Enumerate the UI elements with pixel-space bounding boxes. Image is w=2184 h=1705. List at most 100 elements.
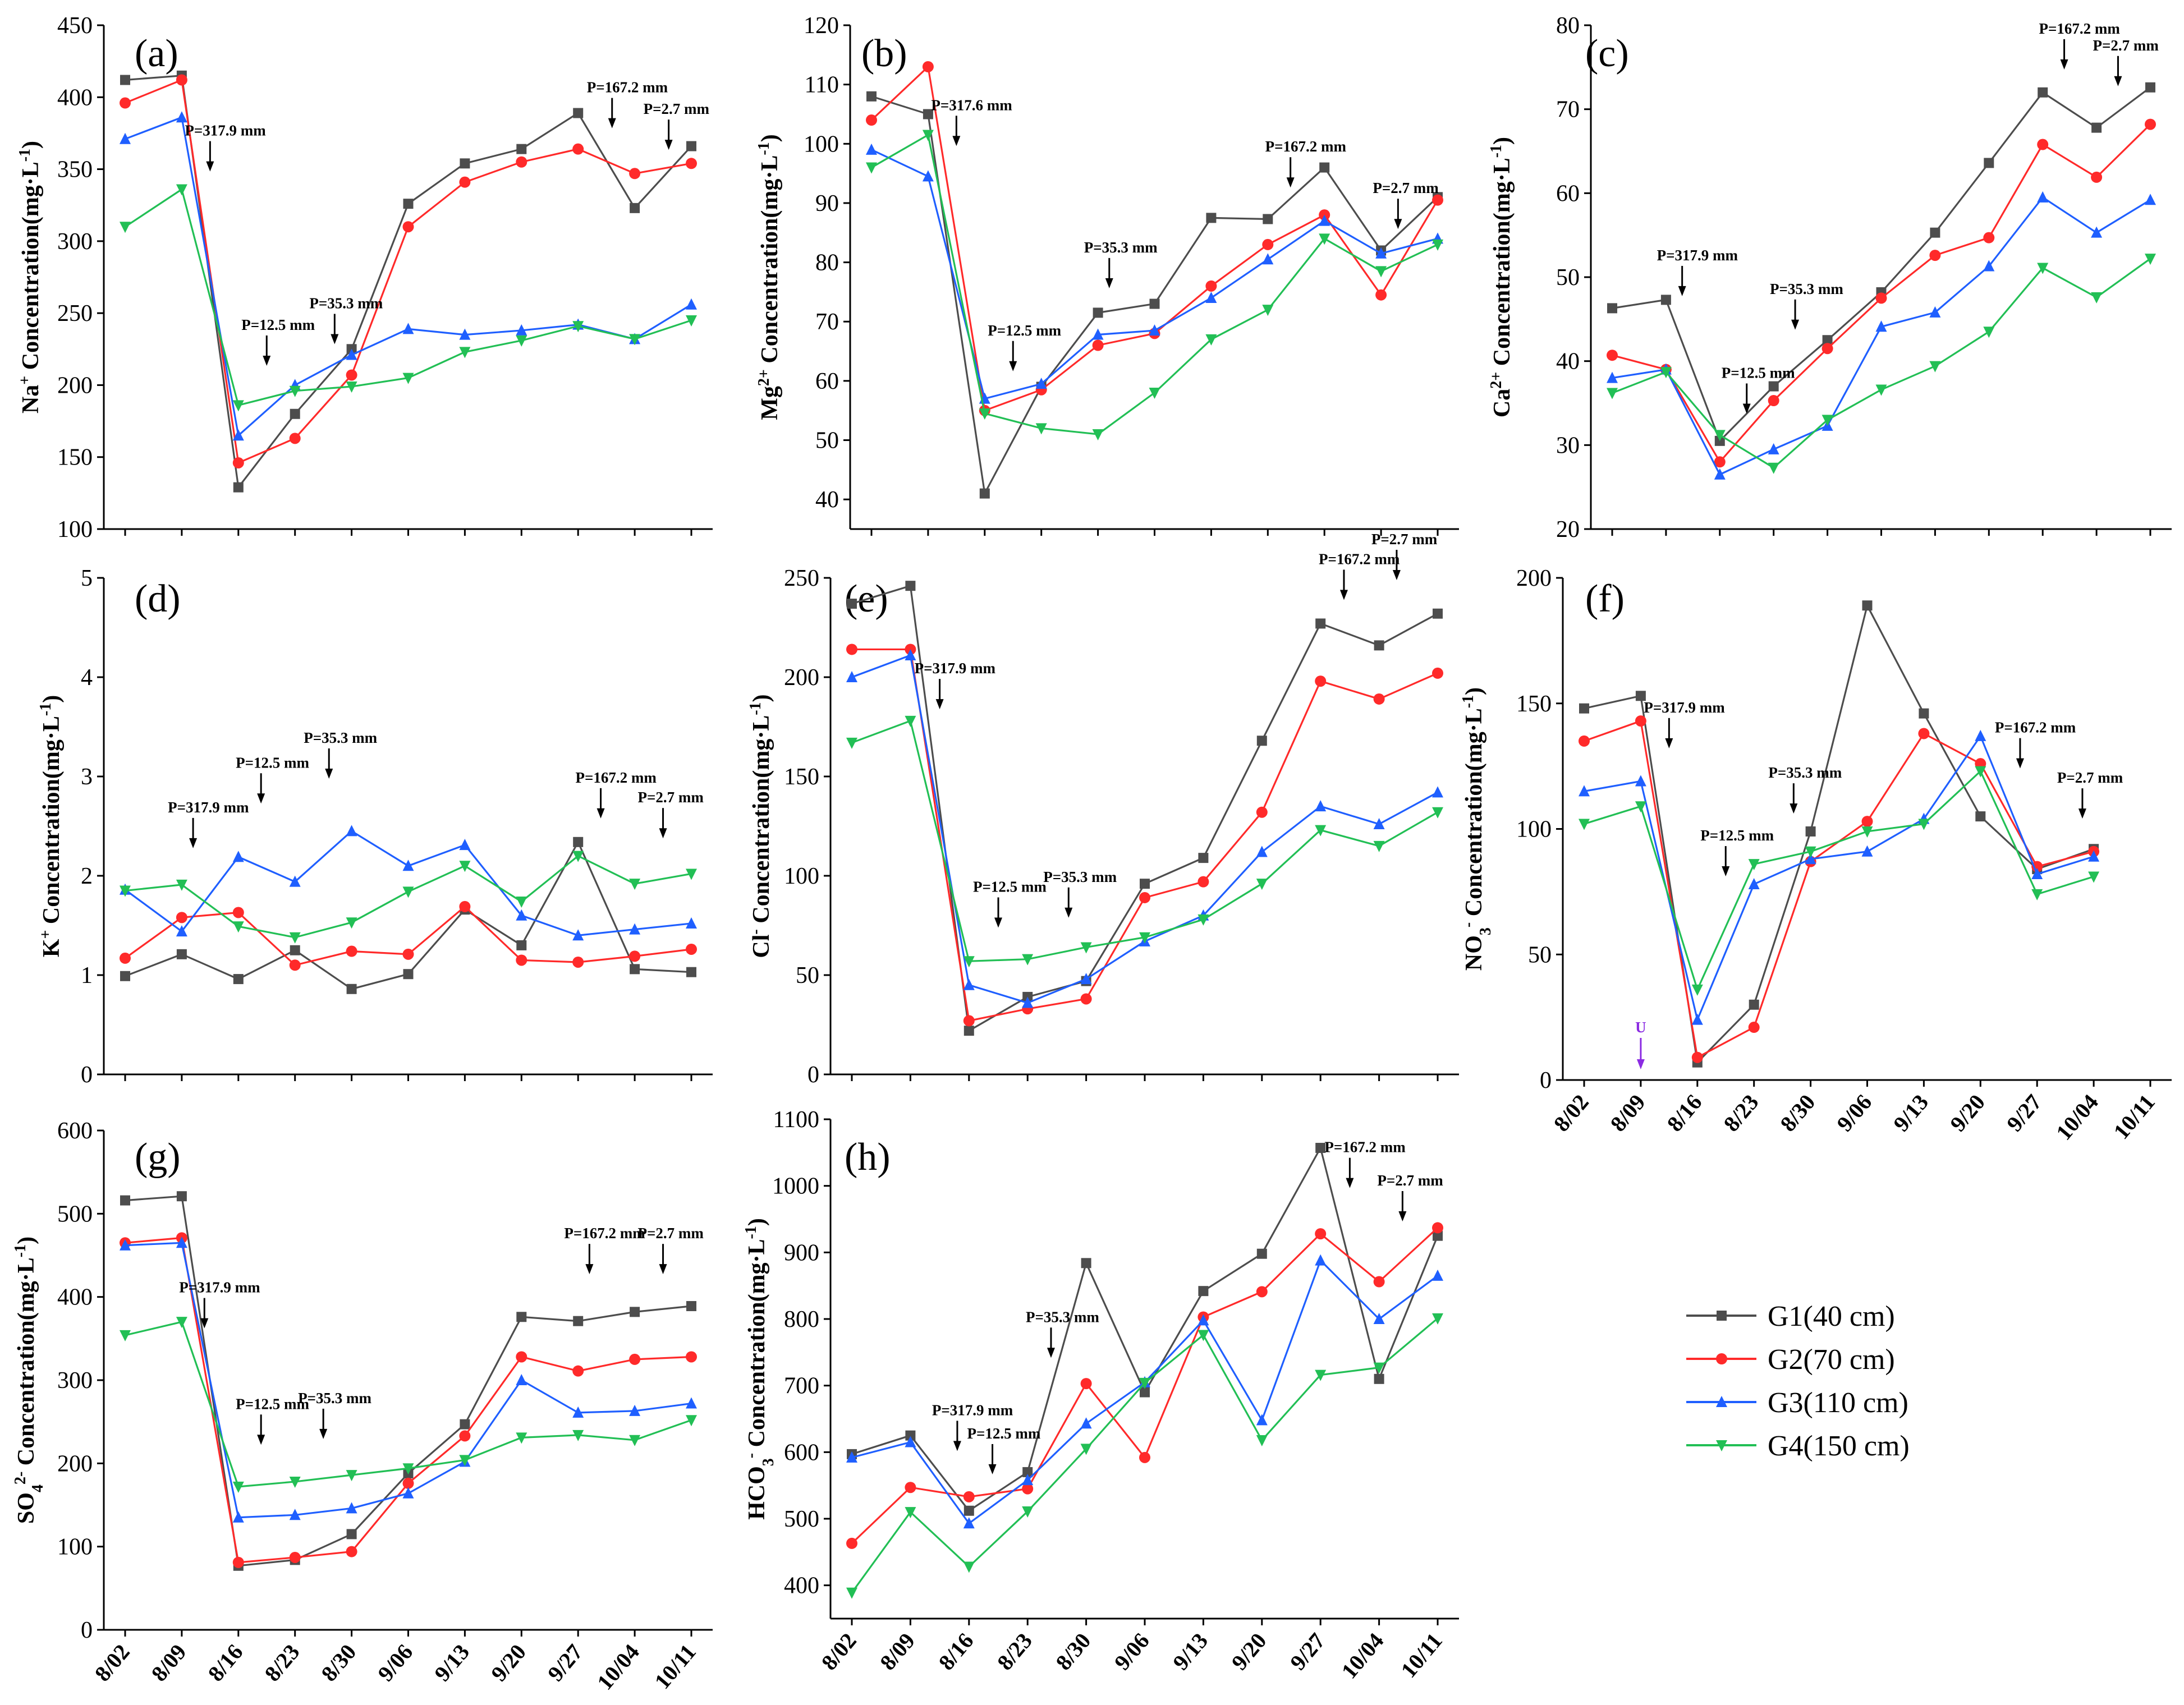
legend-marker-G3 bbox=[1716, 1396, 1727, 1407]
data-point-G4 bbox=[176, 184, 187, 196]
data-point-G1 bbox=[1022, 1467, 1033, 1477]
data-point-G4 bbox=[1256, 1435, 1268, 1446]
data-point-G2 bbox=[686, 158, 697, 169]
data-point-G2 bbox=[2145, 118, 2156, 130]
y-tick-label: 120 bbox=[804, 13, 839, 39]
data-point-G3 bbox=[686, 298, 697, 310]
series-line-G1 bbox=[1584, 603, 2094, 1065]
rain-arrow-head bbox=[1346, 1178, 1354, 1188]
y-tick-label: 300 bbox=[57, 229, 93, 255]
data-point-G4 bbox=[846, 737, 857, 749]
data-point-G2 bbox=[232, 907, 244, 918]
data-point-G3 bbox=[905, 649, 916, 661]
data-point-G1 bbox=[176, 1191, 187, 1202]
rain-arrow-head bbox=[608, 118, 616, 128]
data-point-G4 bbox=[1035, 423, 1047, 435]
data-point-G4 bbox=[1579, 819, 1590, 830]
data-point-G1 bbox=[2091, 122, 2102, 133]
data-point-G2 bbox=[1983, 232, 1995, 243]
data-point-G4 bbox=[232, 921, 244, 933]
rain-annotation: P=12.5 mm bbox=[1722, 364, 1795, 381]
data-point-G2 bbox=[120, 952, 131, 964]
rain-annotation: P=167.2 mm bbox=[587, 79, 668, 96]
data-point-G4 bbox=[963, 1561, 975, 1573]
y-tick-label: 100 bbox=[784, 863, 819, 889]
data-point-G4 bbox=[1022, 1506, 1034, 1518]
data-point-G1 bbox=[1198, 1286, 1209, 1297]
y-tick-label: 60 bbox=[815, 369, 839, 394]
rain-arrow-head bbox=[257, 1435, 265, 1445]
rain-arrow-head bbox=[1791, 319, 1800, 330]
data-point-G1 bbox=[630, 964, 640, 975]
data-point-G2 bbox=[516, 156, 527, 168]
data-point-G1 bbox=[1206, 213, 1217, 223]
data-point-G1 bbox=[847, 599, 857, 609]
y-tick-label: 450 bbox=[57, 13, 93, 39]
data-point-G4 bbox=[1197, 914, 1209, 926]
data-point-G3 bbox=[866, 143, 877, 155]
data-point-G4 bbox=[176, 1317, 187, 1329]
data-point-G2 bbox=[1432, 194, 1443, 206]
data-point-G2 bbox=[232, 457, 244, 468]
y-tick-label: 20 bbox=[1556, 517, 1580, 543]
data-point-G4 bbox=[1375, 266, 1387, 278]
data-point-G3 bbox=[1691, 1013, 1703, 1025]
data-point-G3 bbox=[1607, 371, 1618, 383]
data-point-G4 bbox=[2145, 254, 2156, 265]
data-point-G4 bbox=[905, 1507, 916, 1519]
data-point-G2 bbox=[459, 900, 471, 912]
y-tick-label: 500 bbox=[57, 1201, 93, 1227]
data-point-G3 bbox=[1714, 468, 1726, 480]
data-point-G3 bbox=[176, 1237, 187, 1248]
y-tick-label: 100 bbox=[57, 1534, 93, 1560]
rain-annotation: P=2.7 mm bbox=[638, 1225, 704, 1242]
data-point-G4 bbox=[289, 385, 301, 397]
data-point-G3 bbox=[1022, 1474, 1034, 1486]
data-point-G1 bbox=[1607, 303, 1617, 314]
data-point-G4 bbox=[459, 861, 471, 872]
data-point-G3 bbox=[1875, 320, 1887, 332]
data-point-G1 bbox=[630, 203, 640, 213]
rain-arrow-head bbox=[257, 793, 265, 804]
data-point-G4 bbox=[1635, 801, 1646, 813]
rain-arrow-head bbox=[1722, 866, 1730, 877]
data-point-G3 bbox=[686, 1397, 697, 1409]
data-point-G2 bbox=[1768, 395, 1779, 407]
y-tick-label: 60 bbox=[1556, 181, 1580, 206]
data-point-G3 bbox=[516, 324, 527, 336]
rain-annotation: P=317.9 mm bbox=[185, 122, 266, 139]
data-point-G4 bbox=[1205, 334, 1217, 346]
data-point-G1 bbox=[176, 949, 187, 959]
data-point-G4 bbox=[2031, 889, 2043, 900]
data-point-G1 bbox=[516, 1312, 527, 1322]
legend-label-G3: G3(110 cm) bbox=[1768, 1387, 1908, 1419]
rain-arrow-head bbox=[1678, 286, 1686, 296]
chart-panel-5: 0 50 100 150 200 250 Cl- Concentration(mg·L-1)… bbox=[747, 531, 1459, 1088]
data-point-G4 bbox=[289, 1476, 301, 1488]
data-point-G2 bbox=[2091, 171, 2103, 183]
data-point-G3 bbox=[1805, 853, 1816, 865]
data-point-G2 bbox=[1197, 876, 1209, 888]
data-point-G2 bbox=[1432, 667, 1443, 679]
y-tick-label: 4 bbox=[81, 665, 93, 691]
y-tick-label: 3 bbox=[81, 764, 93, 790]
y-axis-label: SO42- Concentration(mg·L-1) bbox=[12, 1237, 47, 1524]
y-tick-label: 40 bbox=[815, 487, 839, 513]
y-tick-label: 150 bbox=[1516, 691, 1552, 717]
rain-annotation: P=12.5 mm bbox=[236, 1395, 309, 1412]
data-point-G4 bbox=[2091, 292, 2103, 304]
data-point-G2 bbox=[346, 369, 357, 381]
rain-annotation: P=167.2 mm bbox=[1324, 1139, 1406, 1156]
data-point-G1 bbox=[403, 969, 414, 980]
legend-label-G2: G2(70 cm) bbox=[1768, 1344, 1895, 1376]
legend-marker-G1 bbox=[1717, 1311, 1727, 1321]
data-point-G1 bbox=[346, 984, 357, 994]
data-point-G1 bbox=[460, 158, 470, 169]
data-point-G2 bbox=[1315, 1228, 1327, 1240]
data-point-G2 bbox=[176, 74, 187, 86]
data-point-G3 bbox=[1432, 1269, 1443, 1281]
data-point-G4 bbox=[402, 886, 414, 898]
data-point-G3 bbox=[2031, 868, 2043, 880]
data-point-G1 bbox=[905, 1430, 916, 1441]
